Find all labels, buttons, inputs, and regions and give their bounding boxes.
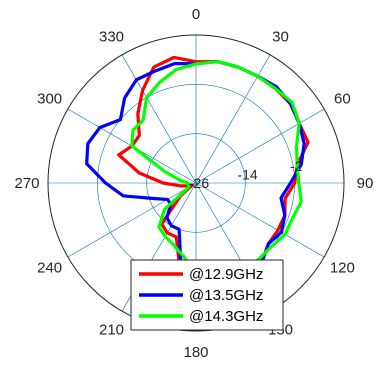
angle-tick-label: 30 bbox=[272, 29, 289, 46]
grid-ring bbox=[146, 133, 246, 233]
legend: @12.9GHz @13.5GHz @14.3GHz bbox=[130, 259, 284, 331]
angle-tick-label: 210 bbox=[99, 321, 124, 338]
radial-tick-label: -14 bbox=[237, 166, 257, 182]
angle-tick-label: 270 bbox=[14, 175, 39, 192]
radial-tick-label: -26 bbox=[189, 175, 209, 191]
legend-entry-label: @13.5GHz bbox=[189, 287, 263, 304]
angle-tick-label: 180 bbox=[183, 344, 208, 361]
polar-boundary bbox=[47, 34, 345, 332]
radial-tick-label: -2 bbox=[290, 158, 303, 174]
angle-tick-label: 330 bbox=[99, 29, 124, 46]
grid-spoke bbox=[121, 54, 197, 184]
angle-tick-label: 90 bbox=[357, 175, 374, 192]
legend-entry-label: @14.3GHz bbox=[189, 308, 263, 325]
grid-spoke bbox=[195, 108, 325, 184]
angle-tick-label: 300 bbox=[37, 91, 62, 108]
angle-tick-label: 60 bbox=[334, 91, 351, 108]
grid-spoke bbox=[195, 54, 271, 184]
angle-tick-label: 0 bbox=[192, 6, 200, 23]
angle-tick-label: 240 bbox=[37, 260, 62, 277]
legend-entry-label: @12.9GHz bbox=[189, 266, 263, 283]
grid-spoke bbox=[195, 182, 325, 258]
angle-tick-label: 120 bbox=[330, 260, 355, 277]
grid-spoke bbox=[67, 182, 197, 258]
